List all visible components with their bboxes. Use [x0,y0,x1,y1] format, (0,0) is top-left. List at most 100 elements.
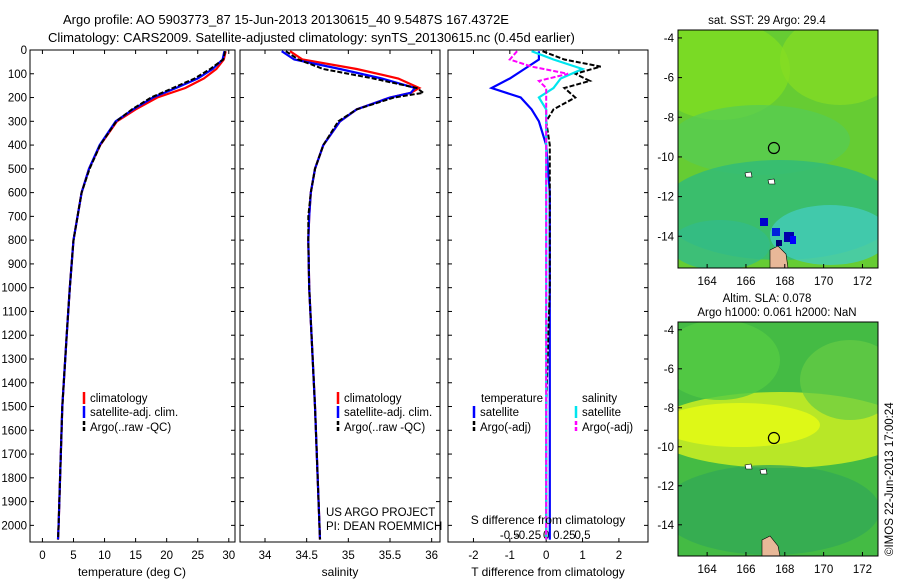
y-tick-label: 900 [8,259,27,271]
map-y-tick-label: -6 [664,73,674,85]
map-y-tick-label: -14 [657,231,674,243]
x-tick-label: -2 [468,550,478,562]
sal-y-ticks [240,49,440,526]
x-tick-label: 20 [160,550,173,562]
map-y-tick-label: -10 [657,152,674,164]
header-line1: Argo profile: AO 5903773_87 15-Jun-2013 … [63,12,509,27]
top-tick-label: 0.5 [575,530,591,542]
y-tick-label: 1200 [1,330,27,342]
map-sst-cold-pixel [784,232,794,242]
diff-top-ticks: -0.5-0.25 0 0.250.5 [500,530,591,542]
map-sst-patch [678,30,790,120]
project-note: US ARGO PROJECT [326,507,435,519]
x-tick-label: -1 [505,550,515,562]
temp-series-satellite [56,50,226,540]
map-x-tick-label: 168 [775,276,794,288]
argo-location-marker [767,141,781,155]
diff-lines [488,50,601,540]
x-tick-label: 10 [98,550,111,562]
y-tick-label: 700 [8,211,27,223]
diff-x-ticks: -2 -1 0 1 2 [468,50,622,562]
top-tick-label: -0.25 [515,530,541,542]
map-sla-patch [800,340,878,420]
map-y-tick-label: -12 [657,481,674,493]
legend-label: satellite-adj. clim. [90,407,178,419]
x-tick-label: 34 [259,550,272,562]
legend-label: climatology [90,393,148,405]
map-sla-island [744,463,753,470]
sal-axes [239,49,441,543]
map-sst-cold-pixel [790,236,796,244]
y-tick-label: 600 [8,188,27,200]
map-sst-ticks: 164 166 168 170 172 -4 -6 -8 -10 -12 -14 [657,33,872,288]
map-x-tick-label: 166 [736,564,755,576]
sal-legend: climatology satellite-adj. clim. Argo(..… [336,392,432,434]
map-x-tick-label: 164 [698,564,718,576]
map-y-tick-label: -4 [664,325,675,337]
y-tick-label: 1800 [1,473,27,485]
y-tick-label: 1100 [2,306,27,318]
legend-label: Argo(..raw -QC) [90,422,171,434]
temp-series-climatology [56,50,227,540]
x-tick-label: 30 [222,550,235,562]
y-tick-label: 400 [8,140,27,152]
temp-series-argo [57,50,227,540]
y-tick-label: 200 [8,93,27,105]
map-sst-cold-pixel [776,240,782,246]
x-tick-label: 35 [342,550,355,562]
y-tick-label: 1500 [1,402,27,414]
argo-location-marker [767,431,781,445]
temp-legend: climatology satellite-adj. clim. Argo(..… [82,392,178,434]
x-tick-label: 2 [616,550,622,562]
map-y-tick-label: -14 [657,520,674,532]
map-y-tick-label: -8 [664,403,674,415]
x-tick-label: 5 [70,550,76,562]
diff-y-ticks [448,49,648,526]
map-y-tick-label: -4 [664,33,675,45]
map-sst-patch [678,220,770,268]
sal-lines [281,50,426,540]
diff-axes [447,49,649,543]
legend-head-sal: salinity [582,393,617,405]
sal-xlabel: salinity [322,565,359,579]
map-sla-patch [678,403,820,447]
map-sst-field [678,30,878,268]
sal-x-ticks: 34 34.5 35 35.5 36 [259,50,438,562]
map-y-tick-label: -8 [664,112,674,124]
y-tick-label: 1000 [1,283,27,295]
y-tick-label: 500 [8,164,27,176]
temp-lines [56,50,227,540]
legend-label: satellite [480,407,519,419]
x-tick-label: 0 [39,550,45,562]
map-sla-land [761,535,781,556]
y-tick-label: 300 [8,116,27,128]
legend-label: Argo(-adj) [480,422,531,434]
map-sst-axes [677,29,879,269]
temp-xlabel: temperature (deg C) [78,565,186,579]
legend-label: climatology [344,393,402,405]
map-x-tick-label: 170 [814,564,833,576]
y-tick-label: 1700 [1,449,27,461]
top-tick-label: 0.25 [553,530,575,542]
x-tick-label: 35.5 [379,550,401,562]
y-tick-label: 800 [8,235,27,247]
map-sla-patch [678,322,780,400]
pi-note: PI: DEAN ROEMMICH [326,521,442,533]
x-tick-label: 1 [579,550,585,562]
y-tick-label: 1300 [1,354,27,366]
map-sst-island [744,171,753,178]
temp-y-ticks: 0 100 200 300 400 500 600 700 800 900 1000 1100 1200… [1,45,235,532]
x-tick-label: 25 [191,550,204,562]
temp-axes [29,49,236,543]
y-tick-label: 100 [8,69,27,81]
top-tick-label: -0.5 [500,530,520,542]
map-x-tick-label: 172 [853,564,872,576]
sal-series-satellite [281,50,417,540]
legend-label: satellite-adj. clim. [344,407,432,419]
map-y-tick-label: -10 [657,442,674,454]
map-sst-patch [770,205,878,265]
map-sla-island [759,468,768,475]
y-tick-label: 0 [21,45,27,57]
map-x-tick-label: 170 [814,276,833,288]
